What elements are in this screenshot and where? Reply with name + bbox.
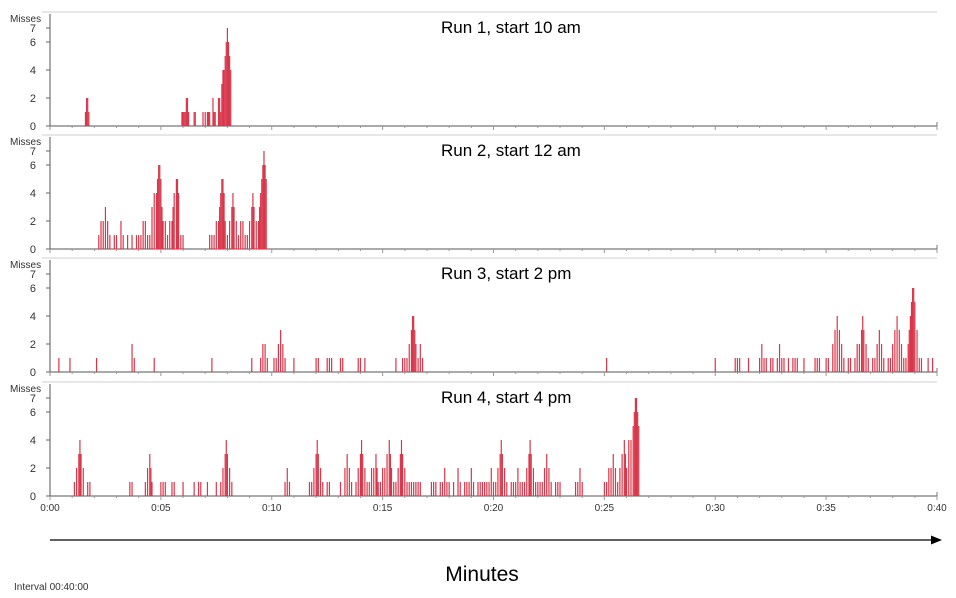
y-axis-title: Misses bbox=[10, 14, 41, 25]
x-axis: 0:00 0:05 0:10 0:15 0:20 0:25 0:30 0:35 0:40 bbox=[40, 503, 947, 514]
panel-title: Run 4, start 4 pm bbox=[441, 388, 571, 407]
y-tick-label: 2 bbox=[30, 93, 36, 105]
panel-1: Misses 0 2 4 6 7 Run 1, start 10 am bbox=[10, 11, 938, 133]
panel-3: Misses 0 2 4 6 7 Run 3, start 2 pm bbox=[10, 257, 938, 379]
y-tick-label: 6 bbox=[30, 160, 36, 172]
minutes-arrow bbox=[50, 535, 942, 545]
y-tick-label: 0 bbox=[30, 244, 36, 256]
x-tick-label: 0:40 bbox=[927, 503, 947, 514]
y-tick-label: 6 bbox=[30, 37, 36, 49]
panel-title: Run 3, start 2 pm bbox=[441, 264, 571, 283]
x-tick-label: 0:20 bbox=[484, 503, 504, 514]
interval-note: Interval 00:40:00 bbox=[14, 582, 89, 593]
y-tick-label: 4 bbox=[30, 435, 36, 447]
y-axis-title: Misses bbox=[10, 260, 41, 271]
y-tick-label: 2 bbox=[30, 216, 36, 228]
y-axis-title: Misses bbox=[10, 384, 41, 395]
y-tick-label: 4 bbox=[30, 65, 36, 77]
panel-title: Run 2, start 12 am bbox=[441, 141, 581, 160]
x-tick-label: 0:25 bbox=[595, 503, 615, 514]
y-tick-label: 2 bbox=[30, 463, 36, 475]
y-tick-label: 4 bbox=[30, 311, 36, 323]
x-tick-label: 0:00 bbox=[40, 503, 60, 514]
x-tick-label: 0:35 bbox=[816, 503, 836, 514]
y-tick-label: 7 bbox=[30, 269, 36, 281]
y-tick-label: 7 bbox=[30, 146, 36, 158]
y-tick-label: 7 bbox=[30, 23, 36, 35]
y-tick-label: 0 bbox=[30, 121, 36, 133]
y-tick-label: 4 bbox=[30, 188, 36, 200]
x-tick-label: 0:10 bbox=[262, 503, 282, 514]
panel-4: Misses 0 2 4 6 7 Run 4, start 4 pm bbox=[10, 381, 938, 503]
x-tick-label: 0:05 bbox=[151, 503, 171, 514]
x-tick-label: 0:15 bbox=[373, 503, 393, 514]
y-axis-title: Misses bbox=[10, 137, 41, 148]
x-axis-label: Minutes bbox=[445, 563, 519, 586]
x-tick-label: 0:30 bbox=[706, 503, 726, 514]
panel-title: Run 1, start 10 am bbox=[441, 18, 581, 37]
y-tick-label: 6 bbox=[30, 283, 36, 295]
panels-layer: Misses 0 2 4 6 7 Run 1, start 10 am Misses 0 2 4 6 7… bbox=[10, 11, 938, 503]
y-tick-label: 6 bbox=[30, 407, 36, 419]
y-tick-label: 2 bbox=[30, 339, 36, 351]
panel-2: Misses 0 2 4 6 7 Run 2, start 12 am bbox=[10, 134, 938, 256]
y-tick-label: 0 bbox=[30, 491, 36, 503]
y-tick-label: 0 bbox=[30, 367, 36, 379]
y-tick-label: 7 bbox=[30, 393, 36, 405]
